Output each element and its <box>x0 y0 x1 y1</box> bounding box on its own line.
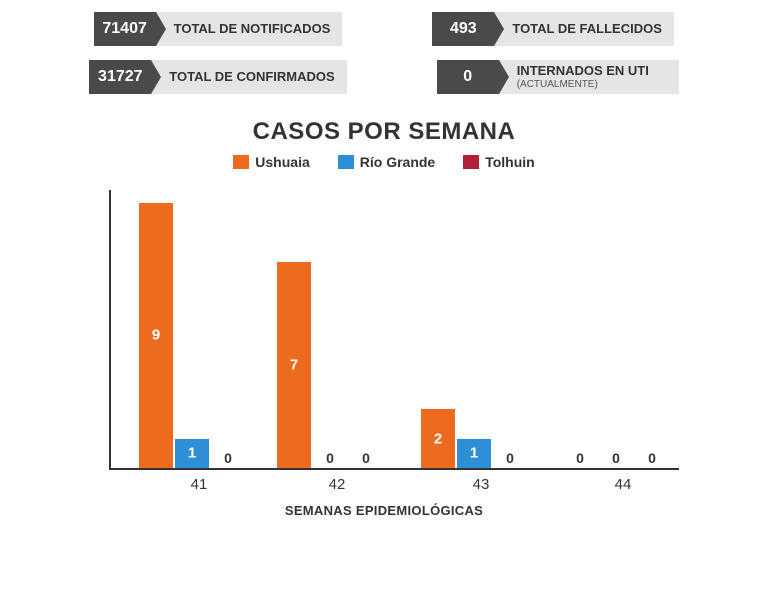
stat-notificados: 71407 TOTAL DE NOTIFICADOS <box>94 12 343 46</box>
stat-label: TOTAL DE FALLECIDOS <box>494 12 674 46</box>
legend-swatch <box>233 155 249 169</box>
bar-group: 70042 <box>277 262 397 468</box>
category-label: 43 <box>473 476 490 493</box>
legend-label: Ushuaia <box>255 154 309 170</box>
bar: 7 <box>277 262 311 468</box>
stat-value: 71407 <box>94 12 156 46</box>
chart-plot: 91041700422104300044 <box>109 190 679 470</box>
stat-value: 31727 <box>89 60 151 94</box>
stats-row-1: 71407 TOTAL DE NOTIFICADOS 493 TOTAL DE … <box>0 12 768 46</box>
legend-item: Ushuaia <box>233 154 309 170</box>
stat-label-text: INTERNADOS EN UTI <box>517 64 667 78</box>
bar-value-label: 1 <box>188 445 196 462</box>
stat-label: TOTAL DE CONFIRMADOS <box>151 60 346 94</box>
bar: 0 <box>211 448 245 468</box>
chart-legend: Ushuaia Río Grande Tolhuin <box>0 154 768 170</box>
bar-group: 91041 <box>139 203 259 468</box>
legend-item: Tolhuin <box>463 154 535 170</box>
bar-group: 00044 <box>563 448 683 468</box>
category-label: 42 <box>329 476 346 493</box>
bar-value-label: 9 <box>152 327 160 344</box>
bar-zero-label: 0 <box>506 450 514 466</box>
legend-label: Tolhuin <box>485 154 535 170</box>
bar: 0 <box>635 448 669 468</box>
bar: 1 <box>457 439 491 468</box>
stat-label: INTERNADOS EN UTI (ACTUALMENTE) <box>499 60 679 94</box>
bar-value-label: 7 <box>290 356 298 373</box>
bar-value-label: 2 <box>434 430 442 447</box>
legend-swatch <box>338 155 354 169</box>
stat-value: 493 <box>432 12 494 46</box>
stat-label: TOTAL DE NOTIFICADOS <box>156 12 343 46</box>
bar: 2 <box>421 409 455 468</box>
stats-row-2: 31727 TOTAL DE CONFIRMADOS 0 INTERNADOS … <box>0 60 768 94</box>
bar-zero-label: 0 <box>648 450 656 466</box>
legend-label: Río Grande <box>360 154 435 170</box>
stat-uti: 0 INTERNADOS EN UTI (ACTUALMENTE) <box>437 60 679 94</box>
bar: 9 <box>139 203 173 468</box>
stat-label-text: TOTAL DE CONFIRMADOS <box>169 70 334 84</box>
category-label: 41 <box>191 476 208 493</box>
bar: 0 <box>313 448 347 468</box>
stat-label-text: TOTAL DE NOTIFICADOS <box>174 22 331 36</box>
chart-title: CASOS POR SEMANA <box>0 118 768 146</box>
legend-item: Río Grande <box>338 154 435 170</box>
bar-zero-label: 0 <box>612 450 620 466</box>
legend-swatch <box>463 155 479 169</box>
bar: 1 <box>175 439 209 468</box>
stat-confirmados: 31727 TOTAL DE CONFIRMADOS <box>89 60 346 94</box>
bar-zero-label: 0 <box>326 450 334 466</box>
bar: 0 <box>349 448 383 468</box>
bar-value-label: 1 <box>470 445 478 462</box>
x-axis-title: SEMANAS EPIDEMIOLÓGICAS <box>89 503 679 518</box>
bar: 0 <box>599 448 633 468</box>
stat-fallecidos: 493 TOTAL DE FALLECIDOS <box>432 12 674 46</box>
category-label: 44 <box>615 476 632 493</box>
bar-zero-label: 0 <box>576 450 584 466</box>
bar-group: 21043 <box>421 409 541 468</box>
bar: 0 <box>563 448 597 468</box>
bar: 0 <box>493 448 527 468</box>
stat-label-text: TOTAL DE FALLECIDOS <box>512 22 662 36</box>
chart-area: 91041700422104300044 SEMANAS EPIDEMIOLÓG… <box>89 190 679 510</box>
bar-zero-label: 0 <box>224 450 232 466</box>
stat-value: 0 <box>437 60 499 94</box>
stat-sublabel: (ACTUALMENTE) <box>517 79 667 90</box>
bar-zero-label: 0 <box>362 450 370 466</box>
